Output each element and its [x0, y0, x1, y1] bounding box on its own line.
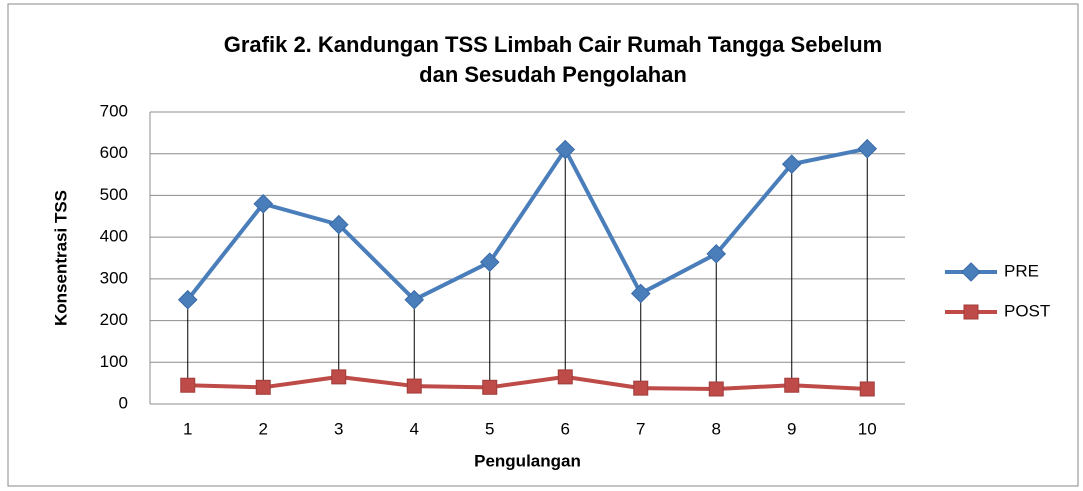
x-tick-label: 8	[712, 419, 721, 438]
y-tick-label: 0	[119, 393, 128, 412]
y-axis-label: Konsentrasi TSS	[51, 190, 70, 326]
y-tick-label: 200	[100, 310, 128, 329]
data-point	[479, 252, 500, 272]
data-point	[859, 381, 875, 397]
y-tick-label: 700	[100, 101, 128, 120]
data-point	[328, 214, 349, 235]
data-point	[633, 380, 649, 396]
data-point	[630, 283, 651, 304]
data-point	[857, 138, 878, 159]
chart-title: Grafik 2. Kandungan TSS Limbah Cair Ruma…	[223, 32, 883, 87]
x-tick-label: 6	[561, 419, 570, 438]
data-point	[180, 377, 196, 393]
data-point	[253, 193, 274, 214]
y-tick-label: 400	[100, 227, 128, 246]
x-tick-label: 2	[259, 419, 268, 438]
x-tick-label: 3	[334, 419, 343, 438]
x-tick-label: 7	[636, 419, 645, 438]
data-point	[555, 139, 576, 160]
x-axis-label: Pengulangan	[474, 451, 581, 470]
data-point	[557, 369, 573, 385]
data-point	[331, 369, 347, 385]
x-tick-label: 9	[787, 419, 796, 438]
legend-label: PRE	[1004, 261, 1039, 280]
y-tick-label: 500	[100, 185, 128, 204]
y-tick-label: 300	[100, 268, 128, 287]
x-tick-label: 10	[858, 419, 877, 438]
y-tick-label: 100	[100, 352, 128, 371]
series-line	[186, 146, 868, 302]
data-point	[482, 379, 498, 395]
x-tick-label: 1	[183, 419, 192, 438]
x-tick-label: 5	[485, 419, 494, 438]
y-tick-label: 600	[100, 143, 128, 162]
x-tick-label: 4	[410, 419, 419, 438]
data-point	[177, 289, 198, 310]
legend-marker	[961, 262, 981, 282]
data-point	[784, 377, 800, 393]
legend-marker	[963, 304, 979, 320]
data-point	[255, 379, 271, 395]
data-point	[404, 289, 425, 310]
data-point	[406, 378, 422, 394]
legend-label: POST	[1004, 301, 1050, 320]
data-point	[706, 244, 727, 264]
data-point	[781, 154, 802, 174]
chart-border	[7, 3, 1079, 487]
data-point	[708, 381, 724, 397]
series-line	[187, 374, 868, 391]
